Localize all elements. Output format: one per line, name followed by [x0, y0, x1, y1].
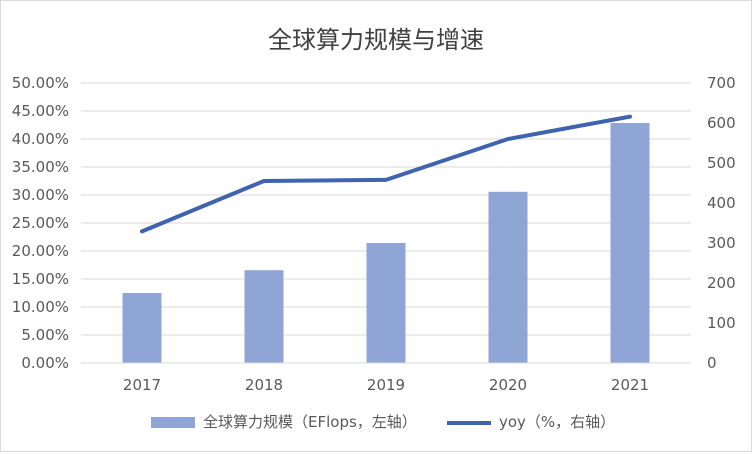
legend-label-line: yoy（%，右轴）: [499, 413, 615, 431]
left-axis-tick-label: 5.00%: [21, 326, 69, 344]
left-axis-tick-label: 15.00%: [12, 270, 69, 288]
legend-swatch-bar: [151, 417, 195, 428]
right-axis-tick-label: 500: [707, 154, 736, 172]
x-axis-tick-label: 2017: [123, 376, 161, 394]
right-axis-tick-label: 0: [707, 354, 717, 372]
gridlines: [81, 82, 691, 336]
bar: [244, 270, 284, 363]
legend: 全球算力规模（EFlops，左轴） yoy（%，右轴）: [151, 413, 615, 431]
left-axis-tick-label: 40.00%: [12, 130, 69, 148]
left-axis-tick-label: 10.00%: [12, 298, 69, 316]
bar: [122, 293, 162, 363]
right-axis-tick-label: 600: [707, 114, 736, 132]
left-axis-tick-label: 0.00%: [21, 354, 69, 372]
right-axis-tick-label: 400: [707, 194, 736, 212]
left-axis-tick-label: 25.00%: [12, 214, 69, 232]
x-axis-tick-label: 2020: [489, 376, 527, 394]
bar: [366, 243, 406, 363]
left-axis-tick-label: 50.00%: [12, 74, 69, 92]
chart-title: 全球算力规模与增速: [268, 26, 484, 54]
x-axis-tick-label: 2019: [367, 376, 405, 394]
right-axis-tick-label: 200: [707, 274, 736, 292]
bar-series: [122, 123, 650, 363]
left-axis-tick-label: 20.00%: [12, 242, 69, 260]
left-axis-tick-label: 45.00%: [12, 102, 69, 120]
right-axis-tick-label: 700: [707, 74, 736, 92]
left-axis-tick-label: 30.00%: [12, 186, 69, 204]
bar: [488, 191, 528, 363]
left-axis-tick-label: 35.00%: [12, 158, 69, 176]
yoy-line: [140, 114, 632, 234]
bar: [610, 123, 650, 363]
x-axis: 2017 2018 2019 2020 2021: [81, 362, 691, 394]
legend-label-bar: 全球算力规模（EFlops，左轴）: [203, 413, 417, 431]
right-axis: 0 100 200 300 400 500 600 700: [707, 74, 736, 372]
left-axis: 0.00% 5.00% 10.00% 15.00% 20.00% 25.00% 30.00%…: [12, 74, 69, 372]
right-axis-tick-label: 300: [707, 234, 736, 252]
right-axis-tick-label: 100: [707, 314, 736, 332]
x-axis-tick-label: 2021: [611, 376, 649, 394]
x-axis-tick-label: 2018: [245, 376, 283, 394]
line-series: [140, 114, 632, 234]
